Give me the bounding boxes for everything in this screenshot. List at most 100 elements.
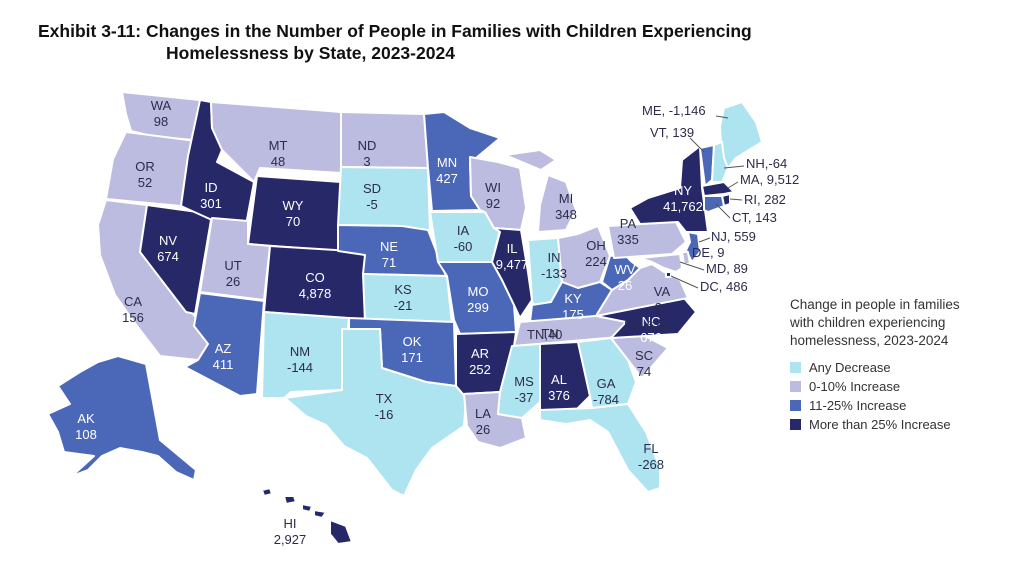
state-label-co: CO 4,878 (299, 270, 332, 301)
state-label-va: VA 34 (654, 284, 671, 315)
legend-swatch-11-25 (790, 400, 801, 411)
state-label-mn: MN 427 (436, 155, 458, 186)
state-label-nd: ND 3 (358, 138, 377, 169)
state-de (681, 251, 691, 265)
state-label-oh: OH 224 (585, 238, 607, 269)
state-md (639, 253, 683, 273)
state-mi (504, 149, 577, 233)
legend-label-0-10: 0-10% Increase (809, 379, 901, 394)
state-sd (337, 166, 431, 233)
state-label-tn: TN 40 (541, 326, 558, 357)
side-label-ri: RI, 282 (744, 192, 786, 207)
state-dc (665, 271, 672, 278)
state-ma (701, 181, 735, 197)
legend-item-25-plus: More than 25% Increase (790, 415, 1010, 434)
map-legend: Change in people in families with childr… (790, 296, 1010, 434)
leader-line-ma (727, 181, 739, 189)
state-label-nv: NV 674 (157, 233, 179, 264)
state-label-sd: SD -5 (363, 181, 381, 212)
state-label-ne: NE 71 (380, 239, 398, 270)
state-label-mi: MI 348 (555, 191, 577, 222)
leader-line-vt (689, 137, 705, 153)
state-label-az: AZ 411 (213, 341, 234, 372)
state-label-ia: IA -60 (454, 223, 473, 254)
legend-title-line-3: homelessness, 2023-2024 (790, 333, 949, 348)
state-label-nc: NC 676 (640, 314, 662, 345)
state-label-ky: KY 175 (562, 291, 584, 322)
leader-line-nj (698, 237, 711, 243)
side-label-nh: NH,-64 (746, 156, 787, 171)
state-nc (595, 297, 697, 339)
state-label-or: OR 52 (135, 159, 155, 190)
state-label-hi: HI 2,927 (274, 516, 307, 547)
legend-title-line-2: with children experiencing (790, 315, 946, 330)
side-label-ct: CT, 143 (732, 210, 777, 225)
side-label-nj: NJ, 559 (711, 229, 756, 244)
state-label-nm: NM -144 (287, 344, 313, 375)
side-label-ma: MA, 9,512 (740, 172, 799, 187)
leader-line-dc (670, 275, 699, 289)
state-al (539, 341, 591, 413)
legend-item-11-25: 11-25% Increase (790, 396, 1010, 415)
leader-line-ri (729, 198, 743, 201)
legend-title: Change in people in families with childr… (790, 296, 1010, 350)
leader-line-me (715, 115, 729, 119)
state-fl (539, 403, 661, 493)
state-label-ks: KS -21 (394, 282, 413, 313)
state-label-sc: SC 74 (635, 348, 653, 379)
state-label-al: AL 376 (548, 372, 570, 403)
state-label-ms: MS -37 (514, 374, 534, 405)
state-label-ga: GA -784 (593, 376, 619, 407)
title-line-2: Homelessness by State, 2023-2024 (166, 43, 455, 63)
side-label-de: DE, 9 (692, 245, 725, 260)
legend-title-line-1: Change in people in families (790, 297, 960, 312)
state-label-wi: WI 92 (485, 180, 501, 211)
side-label-vt: VT, 139 (650, 125, 694, 140)
leader-line-ct (715, 203, 731, 219)
state-il (491, 227, 533, 319)
legend-swatch-0-10 (790, 381, 801, 392)
state-label-tx: TX -16 (375, 391, 394, 422)
state-label-wa: WA 98 (151, 98, 172, 129)
state-me (719, 101, 763, 169)
state-nd (340, 111, 429, 169)
side-label-md: MD, 89 (706, 261, 748, 276)
side-label-me: ME, -1,146 (642, 103, 706, 118)
legend-item-0-10: 0-10% Increase (790, 377, 1010, 396)
legend-item-decrease: Any Decrease (790, 358, 1010, 377)
legend-label-decrease: Any Decrease (809, 360, 891, 375)
state-ny (629, 145, 709, 233)
state-label-il: IL 9,477 (496, 241, 529, 272)
legend-label-25-plus: More than 25% Increase (809, 417, 951, 432)
state-az (184, 292, 265, 397)
state-label-ar: AR 252 (469, 346, 491, 377)
state-ct (703, 195, 725, 213)
state-hi (261, 487, 353, 545)
title-line-1: Exhibit 3-11: Changes in the Number of P… (38, 21, 752, 41)
state-label-fl: FL -268 (638, 441, 664, 472)
side-label-nc: NC,676 (624, 318, 668, 333)
page-title: Exhibit 3-11: Changes in the Number of P… (38, 20, 752, 64)
legend-swatch-25-plus (790, 419, 801, 430)
state-label-ut: UT 26 (224, 258, 241, 289)
state-label-la: LA 26 (475, 406, 491, 437)
leader-line-md (679, 261, 705, 271)
legend-swatch-decrease (790, 362, 801, 373)
leader-line-nh (723, 165, 745, 169)
legend-label-11-25: 11-25% Increase (809, 398, 907, 413)
state-label-ok: OK 171 (401, 334, 423, 365)
state-label-ak: AK 108 (75, 411, 97, 442)
side-label-dc: DC, 486 (700, 279, 748, 294)
state-label-in: IN -133 (541, 250, 567, 281)
state-label-wy: WY 70 (283, 198, 304, 229)
state-label-pa: PA 335 (617, 216, 639, 247)
state-tx (284, 328, 467, 497)
state-label-mt: MT 48 (269, 138, 288, 169)
state-label-mo: MO 299 (467, 284, 489, 315)
state-label-wv: WV 26 (615, 262, 636, 293)
state-nj (685, 231, 701, 263)
side-label-tn: TN,40 (527, 327, 562, 342)
state-label-ny: NY 41,762 (663, 183, 703, 214)
state-ak (47, 355, 197, 481)
